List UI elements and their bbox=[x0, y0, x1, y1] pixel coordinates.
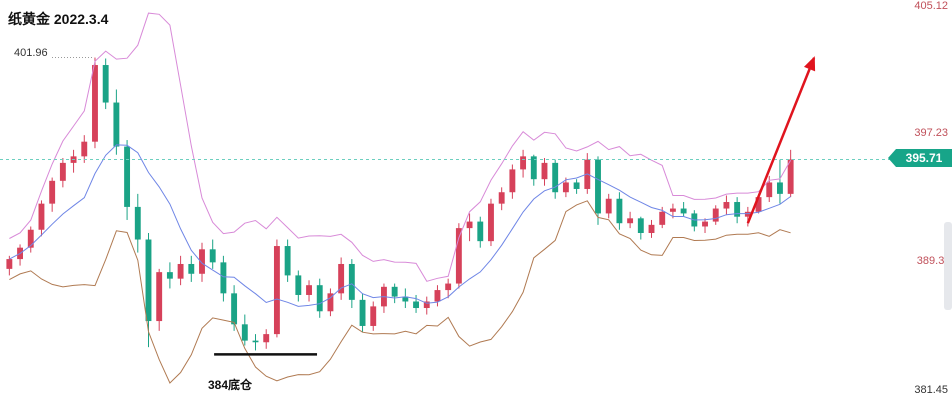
scroll-handle[interactable] bbox=[944, 222, 952, 310]
trend-arrow bbox=[746, 57, 816, 224]
candle-body bbox=[734, 202, 741, 217]
candle-body bbox=[455, 228, 462, 284]
candle-body bbox=[552, 162, 559, 193]
candle-body bbox=[755, 197, 762, 212]
candle-body bbox=[766, 182, 773, 198]
candle-body bbox=[102, 65, 109, 103]
candle-body bbox=[166, 272, 173, 279]
candle-body bbox=[177, 263, 184, 279]
y-tick-label: 397.23 bbox=[914, 126, 948, 139]
candle-body bbox=[445, 283, 452, 291]
candle-body bbox=[413, 301, 419, 309]
candle-body bbox=[273, 246, 280, 335]
candle-body bbox=[777, 182, 783, 194]
candle-body bbox=[145, 239, 152, 322]
candle-body bbox=[466, 221, 473, 229]
candle-body bbox=[188, 263, 195, 274]
candle-body bbox=[199, 249, 205, 274]
boll-mid-line bbox=[9, 144, 791, 307]
candle-body bbox=[723, 202, 730, 209]
candle-body bbox=[359, 299, 366, 326]
candle-body bbox=[231, 293, 238, 325]
candle-body bbox=[263, 334, 270, 343]
trend-arrow-head bbox=[803, 56, 816, 72]
candle-body bbox=[562, 182, 569, 193]
candle-body bbox=[477, 221, 484, 242]
candle-body bbox=[306, 285, 312, 295]
last-price-tag: 395.71 bbox=[888, 149, 952, 167]
candle-body bbox=[637, 218, 644, 234]
candles-group bbox=[6, 57, 794, 351]
candle-body bbox=[348, 263, 355, 300]
candle-body bbox=[488, 203, 494, 242]
candle-body bbox=[220, 262, 227, 294]
candle-body bbox=[541, 162, 548, 180]
candle-body bbox=[209, 249, 216, 263]
candle-body bbox=[595, 159, 601, 214]
candle-body bbox=[327, 293, 334, 312]
candle-body bbox=[92, 65, 98, 142]
candle-body bbox=[573, 182, 580, 189]
candle-body bbox=[113, 102, 120, 147]
candle-body bbox=[659, 211, 666, 225]
candle-body bbox=[49, 180, 56, 204]
boll-lower-line bbox=[9, 200, 791, 384]
candle-body bbox=[156, 272, 163, 322]
candle-body bbox=[316, 285, 323, 312]
y-tick-label: 389.3‹ bbox=[916, 255, 948, 268]
y-tick-label: 381.45 bbox=[914, 384, 948, 396]
high-label: 401.96 bbox=[14, 47, 48, 59]
candle-body bbox=[59, 162, 66, 181]
y-tick-label: 405.12 bbox=[914, 0, 948, 12]
candle-body bbox=[252, 340, 259, 343]
boll-upper-line bbox=[9, 12, 792, 282]
candle-body bbox=[787, 159, 794, 194]
candle-body bbox=[520, 156, 527, 170]
candle-body bbox=[423, 301, 430, 309]
candle-body bbox=[38, 203, 45, 230]
candle-body bbox=[669, 208, 676, 212]
candle-body bbox=[702, 221, 708, 227]
candle-body bbox=[498, 192, 505, 204]
candle-body bbox=[402, 296, 409, 302]
candle-body bbox=[605, 198, 612, 214]
candle-body bbox=[370, 306, 377, 326]
candle-body bbox=[434, 290, 441, 302]
candle-body bbox=[295, 275, 302, 295]
candle-body bbox=[134, 206, 141, 240]
candle-body bbox=[712, 208, 719, 222]
candle-body bbox=[627, 218, 634, 224]
candle-body bbox=[27, 229, 34, 248]
candle-body bbox=[509, 169, 516, 193]
candle-body bbox=[124, 146, 131, 207]
chart-title: 纸黄金 2022.3.4 bbox=[8, 11, 109, 27]
candle-body bbox=[648, 224, 655, 234]
candle-body bbox=[284, 246, 291, 276]
candle-body bbox=[391, 286, 398, 297]
candle-body bbox=[81, 141, 88, 157]
candle-body bbox=[6, 259, 13, 269]
candle-body bbox=[530, 156, 537, 180]
bottom-position-note: 384底仓 bbox=[208, 378, 253, 392]
candle-body bbox=[338, 263, 345, 294]
candle-body bbox=[616, 198, 623, 224]
candle-body bbox=[744, 211, 751, 217]
candle-body bbox=[680, 208, 687, 214]
candle-body bbox=[241, 324, 248, 341]
